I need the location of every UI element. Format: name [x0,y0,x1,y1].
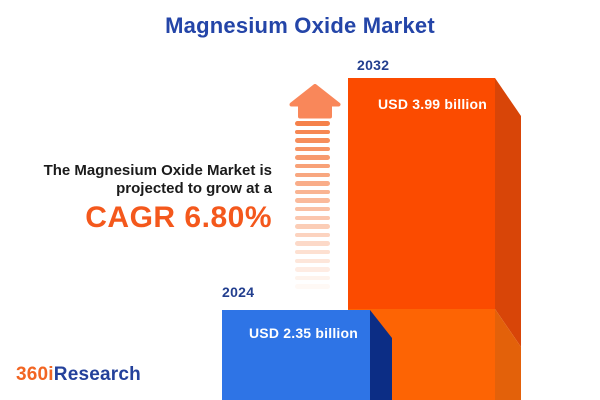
arrow-stripes [295,121,330,295]
arrow-stripe [295,284,330,289]
arrow-stripe [295,146,330,152]
value-label-2024: USD 2.35 billion [249,325,358,341]
arrow-stripe [295,181,330,186]
description-block: The Magnesium Oxide Market is projected … [44,162,272,235]
arrow-stripe [295,267,330,272]
bar-2024-side [370,310,392,400]
arrow-stripe [295,129,330,135]
arrow-up-icon [289,84,341,119]
year-label-2032: 2032 [357,57,390,73]
growth-arrow-head-icon [289,84,341,119]
arrow-stripe [295,206,330,212]
arrow-stripe [295,224,330,229]
arrow-stripe [295,121,330,126]
logo-prefix: 360i [16,364,54,385]
bar-2032-side-top [495,78,521,347]
arrow-stripe [295,275,330,281]
arrow-stripe [295,232,330,238]
logo: 360iResearch [16,364,141,386]
page-title: Magnesium Oxide Market [165,13,435,38]
logo-suffix: Research [53,364,141,385]
arrow-stripe [295,258,330,263]
arrow-stripe [295,215,330,221]
arrow-stripe [295,189,330,195]
arrow-stripe [295,198,330,203]
value-label-2032: USD 3.99 billion [378,96,487,112]
bar-2024 [222,310,370,400]
arrow-stripe [295,138,330,143]
arrow-stripe [295,241,330,246]
bar-2032 [348,78,495,309]
cagr-value: CAGR 6.80% [85,201,272,234]
arrow-stripe [295,163,330,169]
description-line-2: projected to grow at a [116,180,272,197]
arrow-stripe [295,172,330,178]
arrow-stripe [295,249,330,255]
description-line-1: The Magnesium Oxide Market is [43,162,272,179]
arrow-stripe [295,155,330,160]
year-label-2024: 2024 [222,284,255,300]
